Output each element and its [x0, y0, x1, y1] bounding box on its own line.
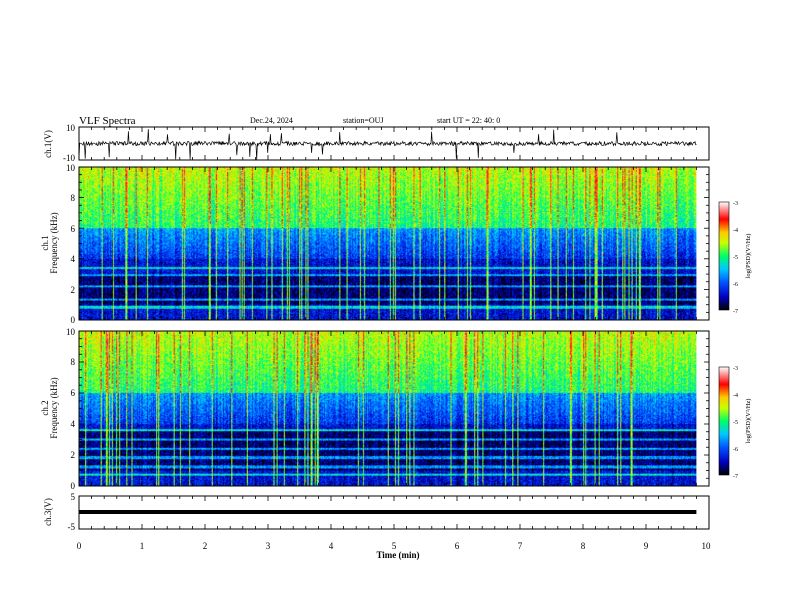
- ch2-frequency-label: Frequency (kHz): [49, 377, 59, 438]
- ch3-waveform-ylabel: ch.3(V): [43, 498, 53, 526]
- ch3-waveform-panel: 5 -5 ch.3(V): [43, 492, 710, 532]
- ch1-ytick-bottom: -10: [63, 153, 75, 163]
- ch2-ytick-2: 2: [71, 450, 76, 460]
- start-time-label: start UT = 22: 40: 0: [437, 116, 500, 125]
- date-label: Dec.24, 2024: [250, 116, 293, 125]
- x-axis-tick-labels: 0 1 2 3 4 5 6 7 8 9 10: [77, 541, 711, 551]
- ch2-spectrogram-panel: 0 2 4 6 8 10 ch.2 Frequency (kHz): [40, 327, 710, 491]
- ch2-colorbar-label: log(PSD)(V²/Hz): [745, 399, 752, 444]
- ch2-ytick-10: 10: [66, 327, 76, 337]
- xtick-label: 2: [203, 541, 208, 551]
- ch1-colorbar: -3 -4 -5 -6 -7 log(PSD)(V²/Hz): [718, 201, 752, 315]
- ch1-ytick-6: 6: [71, 224, 76, 234]
- ch1-ytick-0: 0: [71, 315, 76, 325]
- ch1-channel-label: ch.1: [40, 235, 50, 250]
- ch1-cb-tick: -5: [733, 255, 738, 261]
- ch1-colorbar-gradient: [719, 202, 729, 310]
- ch1-waveform-ylabel: ch.1(V): [43, 130, 53, 158]
- xtick-label: 4: [329, 541, 334, 551]
- xtick-label: 7: [518, 541, 523, 551]
- ch2-cb-tick: -6: [733, 447, 738, 453]
- ch1-ytick-2: 2: [71, 285, 76, 295]
- ch2-colorbar: -3 -4 -5 -6 -7 log(PSD)(V²/Hz): [718, 366, 752, 480]
- ch1-colorbar-frame: [718, 201, 730, 311]
- ch1-cb-tick-bottom: -7: [733, 309, 738, 315]
- ch1-ytick-4: 4: [71, 254, 76, 264]
- ch1-spectrogram-panel: 0 2 4 6 8 10 ch.1 Frequency (kHz): [40, 163, 710, 325]
- ch3-ytick-top: 5: [71, 492, 76, 502]
- ch1-ytick-top: 10: [66, 123, 76, 133]
- xtick-label: 1: [140, 541, 145, 551]
- xtick-label: 0: [77, 541, 82, 551]
- xtick-label: 8: [581, 541, 586, 551]
- xtick-label: 3: [266, 541, 271, 551]
- ch1-cb-tick: -4: [733, 228, 738, 234]
- ch2-cb-tick: -5: [733, 420, 738, 426]
- ch2-cb-tick-bottom: -7: [733, 474, 738, 480]
- ch2-channel-label: ch.2: [40, 400, 50, 415]
- ch1-frequency-label: Frequency (kHz): [49, 212, 59, 273]
- x-axis-title: Time (min): [376, 550, 419, 560]
- ch1-waveform-panel: 10 -10 ch.1(V): [43, 123, 710, 163]
- xtick-label: 10: [702, 541, 712, 551]
- xtick-label: 9: [644, 541, 649, 551]
- ch2-cb-tick: -4: [733, 393, 738, 399]
- ch2-ytick-8: 8: [71, 357, 76, 367]
- xtick-label: 5: [392, 541, 397, 551]
- ch1-ytick-10: 10: [66, 163, 76, 173]
- ch2-colorbar-frame: [718, 366, 730, 476]
- ch2-spectrogram-image: [79, 331, 697, 486]
- xtick-label: 6: [455, 541, 460, 551]
- axis-ticks: [78, 127, 710, 529]
- ch2-colorbar-gradient: [719, 367, 729, 475]
- ch1-waveform-trace: [78, 129, 697, 160]
- ch1-colorbar-label: log(PSD)(V²/Hz): [745, 234, 752, 279]
- ch2-ytick-4: 4: [71, 419, 76, 429]
- ch3-ytick-bottom: -5: [68, 522, 76, 532]
- ch1-spectrogram-image: [79, 167, 697, 320]
- ch2-ytick-0: 0: [71, 481, 76, 491]
- figure-title: VLF Spectra: [79, 115, 136, 127]
- ch2-cb-tick-top: -3: [733, 366, 738, 372]
- ch2-ytick-6: 6: [71, 388, 76, 398]
- ch1-cb-tick: -6: [733, 282, 738, 288]
- ch1-cb-tick-top: -3: [733, 201, 738, 207]
- station-label: station=OUJ: [343, 116, 384, 125]
- ch1-ytick-8: 8: [71, 193, 76, 203]
- ch1-waveform-line: [78, 129, 697, 160]
